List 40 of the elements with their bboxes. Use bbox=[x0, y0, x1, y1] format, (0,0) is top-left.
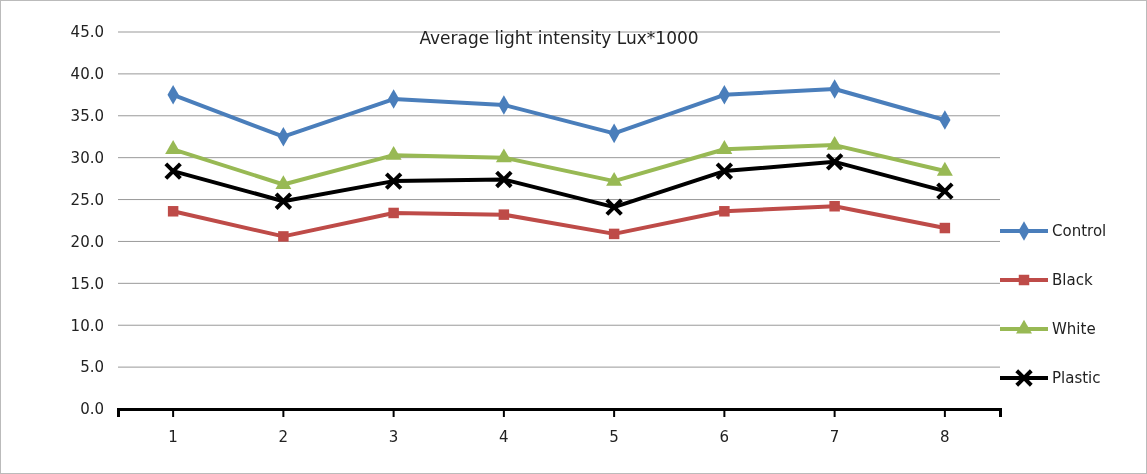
y-tick-label: 30.0 bbox=[70, 148, 104, 167]
point bbox=[715, 161, 734, 181]
point bbox=[388, 207, 399, 219]
point bbox=[384, 171, 403, 191]
legend-label: Control bbox=[1052, 222, 1107, 240]
point bbox=[494, 170, 514, 189]
x-tick-label: 8 bbox=[940, 427, 950, 446]
point bbox=[935, 181, 955, 201]
y-tick-label: 15.0 bbox=[70, 274, 104, 293]
chart-title: Average light intensity Lux*1000 bbox=[419, 28, 699, 48]
legend-label: White bbox=[1052, 320, 1096, 338]
point bbox=[608, 228, 620, 240]
y-tick-label: 20.0 bbox=[70, 232, 104, 251]
y-tick-label: 35.0 bbox=[70, 107, 104, 126]
point bbox=[825, 152, 844, 172]
x-tick-label: 7 bbox=[829, 427, 840, 446]
x-tick-label: 1 bbox=[168, 427, 178, 446]
y-tick-label: 5.0 bbox=[80, 358, 104, 377]
point bbox=[278, 231, 289, 242]
point bbox=[829, 201, 840, 212]
point bbox=[275, 175, 292, 190]
y-tick-label: 10.0 bbox=[70, 316, 104, 335]
point bbox=[274, 191, 293, 211]
point bbox=[498, 209, 510, 220]
x-tick-label: 6 bbox=[719, 427, 730, 446]
x-tick-label: 5 bbox=[609, 427, 619, 446]
point bbox=[167, 206, 179, 217]
point bbox=[939, 222, 951, 234]
y-tick-label: 0.0 bbox=[80, 400, 104, 419]
y-tick-label: 45.0 bbox=[70, 23, 104, 42]
x-tick-label: 3 bbox=[388, 427, 399, 446]
x-tick-label: 4 bbox=[499, 427, 509, 446]
y-tick-label: 25.0 bbox=[70, 190, 104, 209]
x-tick-label: 2 bbox=[278, 427, 289, 446]
point bbox=[163, 161, 183, 181]
point bbox=[719, 206, 730, 217]
point bbox=[604, 197, 624, 217]
legend-label: Plastic bbox=[1052, 369, 1101, 387]
y-tick-label: 40.0 bbox=[70, 65, 104, 84]
legend-label: Black bbox=[1052, 271, 1093, 289]
